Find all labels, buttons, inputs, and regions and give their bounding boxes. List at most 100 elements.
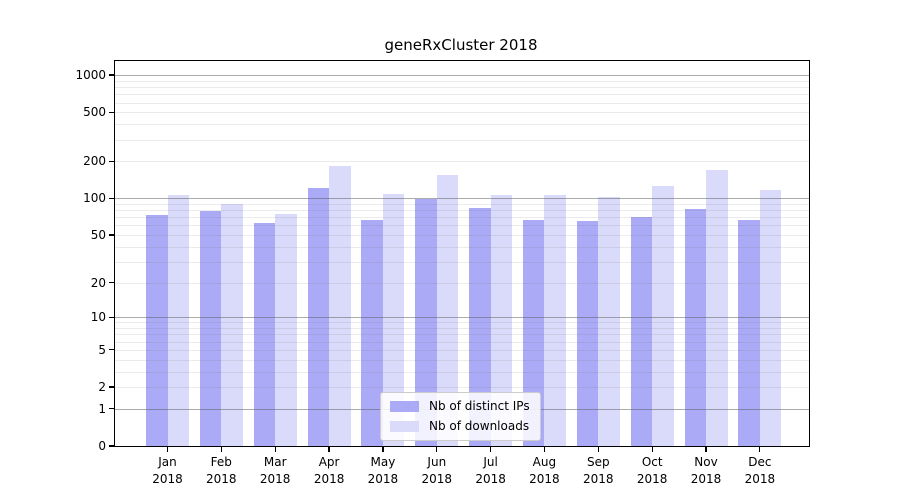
bar-jul-downloads — [490, 195, 513, 446]
chart-title: geneRxCluster 2018 — [384, 36, 538, 54]
x-tick-label-feb: Feb 2018 — [206, 455, 237, 486]
gridline-50 — [115, 234, 809, 236]
gridline-400 — [115, 124, 809, 126]
gridline-800 — [115, 87, 809, 88]
legend-label-distinct-ips: Nb of distinct IPs — [429, 399, 530, 413]
x-tick-sep — [597, 447, 599, 452]
gridline-80 — [115, 210, 809, 212]
gridline-30 — [115, 261, 809, 263]
x-tick-nov — [705, 447, 707, 452]
x-tick-label-jul: Jul 2018 — [475, 455, 506, 486]
axis-layer: 0 1 2 5 10 20 50 100 200 500 1000 Jan 2018 Feb 2018 M… — [75, 61, 809, 486]
y-tick-50 — [108, 234, 114, 236]
bar-jan-ips — [146, 214, 168, 446]
y-tick-label-200: 200 — [83, 154, 106, 169]
gridline-8 — [115, 328, 809, 329]
gridline-600 — [115, 102, 809, 104]
bar-mar-downloads — [275, 214, 297, 446]
x-tick-oct — [651, 447, 653, 452]
gridline-200 — [115, 161, 809, 163]
x-tick-label-jan: Jan 2018 — [152, 455, 183, 486]
x-tick-may — [382, 447, 384, 452]
bar-aug-downloads — [544, 194, 566, 446]
gridline-70 — [115, 217, 809, 219]
bar-sep-downloads — [598, 197, 620, 446]
legend-label-downloads: Nb of downloads — [429, 419, 530, 433]
x-tick-label-jun: Jun 2018 — [421, 455, 453, 486]
x-tick-label-sep: Sep 2018 — [583, 455, 614, 486]
x-tick-aug — [543, 447, 546, 452]
x-tick-jun — [436, 447, 438, 452]
legend-item-distinct-ips: Nb of distinct IPs — [390, 400, 530, 413]
x-tick-jan — [166, 447, 169, 452]
y-tick-5 — [108, 349, 114, 351]
y-tick-label-1000: 1000 — [75, 68, 106, 83]
x-tick-label-dec: Dec 2018 — [744, 455, 776, 486]
gridline-90 — [115, 203, 809, 205]
bar-jun-ips — [415, 198, 437, 446]
bar-may-downloads — [382, 194, 405, 446]
legend: Nb of distinct IPs Nb of downloads — [380, 392, 541, 441]
gridline-5 — [115, 349, 809, 351]
y-tick-label-10: 10 — [90, 310, 106, 325]
y-tick-0 — [108, 445, 114, 447]
bar-apr-ips — [307, 187, 330, 446]
y-tick-label-2: 2 — [98, 380, 106, 394]
x-tick-label-may: May 2018 — [367, 455, 399, 486]
legend-item-downloads: Nb of downloads — [390, 420, 530, 433]
bar-jan-downloads — [167, 194, 189, 446]
bar-oct-downloads — [652, 185, 674, 446]
gridline-4 — [115, 359, 809, 361]
y-tick-1000 — [108, 74, 114, 76]
gridline-20 — [115, 282, 809, 284]
y-tick-label-500: 500 — [83, 105, 106, 120]
gridline-6 — [115, 341, 809, 343]
x-tick-feb — [220, 447, 222, 452]
y-tick-label-50: 50 — [90, 227, 106, 242]
y-tick-label-5: 5 — [98, 342, 106, 357]
gridline-100 — [115, 198, 809, 200]
bar-feb-ips — [199, 211, 222, 446]
x-tick-label-nov: Nov 2018 — [690, 455, 722, 486]
gridline-700 — [115, 94, 809, 96]
x-tick-label-oct: Oct 2018 — [636, 455, 668, 486]
gridline-10 — [115, 317, 809, 319]
gridline-900 — [115, 80, 809, 82]
bar-mar-ips — [253, 222, 276, 446]
gridline-300 — [115, 139, 809, 141]
x-tick-jul — [489, 447, 492, 452]
x-tick-label-aug: Aug 2018 — [529, 455, 560, 486]
bar-apr-downloads — [329, 165, 351, 446]
y-tick-label-20: 20 — [90, 275, 106, 290]
legend-swatch-distinct-ips — [390, 401, 419, 412]
gridline-60 — [115, 225, 809, 227]
y-tick-100 — [108, 197, 114, 199]
gridline-1000 — [115, 75, 809, 77]
bar-nov-downloads — [706, 169, 728, 446]
bar-dec-ips — [738, 219, 760, 446]
y-tick-500 — [108, 111, 114, 113]
bar-nov-ips — [684, 209, 706, 446]
x-tick-mar — [274, 447, 276, 452]
y-tick-label-0: 0 — [98, 439, 106, 453]
gridline-40 — [115, 246, 809, 248]
gridline-7 — [115, 334, 809, 336]
gridline-9 — [115, 322, 809, 324]
legend-swatch-downloads — [390, 421, 419, 432]
gridline-3 — [115, 371, 809, 373]
y-tick-200 — [108, 160, 114, 162]
y-tick-20 — [108, 281, 114, 284]
x-tick-label-apr: Apr 2018 — [313, 455, 345, 486]
bar-oct-ips — [630, 217, 653, 446]
gridline-500 — [115, 112, 809, 114]
y-tick-2 — [108, 386, 114, 388]
x-tick-label-mar: Mar 2018 — [259, 455, 291, 486]
y-tick-label-100: 100 — [83, 191, 106, 206]
gridline-2 — [115, 387, 809, 388]
bar-aug-ips — [522, 219, 545, 446]
y-tick-label-1: 1 — [98, 401, 106, 416]
x-tick-dec — [759, 447, 761, 452]
plot-area: 0 1 2 5 10 20 50 100 200 500 1000 Jan 2018 Feb 2018 M… — [75, 60, 810, 486]
bars-layer — [115, 61, 809, 446]
